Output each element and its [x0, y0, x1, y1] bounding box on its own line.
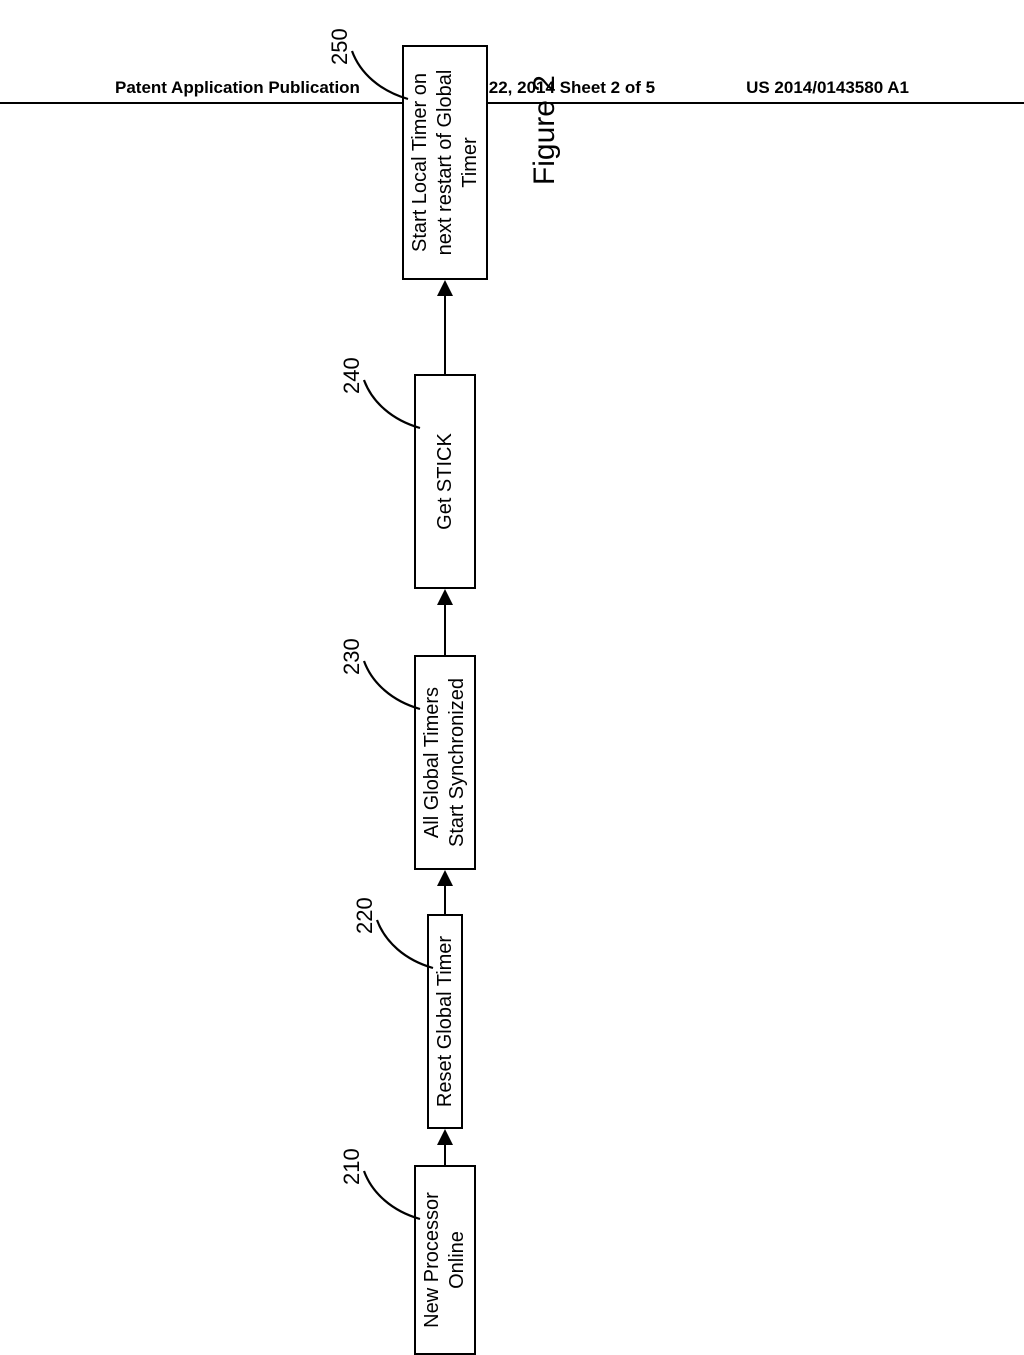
flow-arrow: [437, 589, 453, 655]
flow-box-label: Get STICK: [433, 433, 458, 530]
flow-box-label: Start Local Timer onnext restart of Glob…: [408, 70, 483, 256]
callout-label: 240: [338, 357, 366, 394]
flow-box-label: Reset Global Timer: [433, 936, 458, 1107]
flow-box-label: All Global TimersStart Synchronized: [420, 678, 470, 847]
flow-box-b240: Get STICK240: [414, 374, 476, 589]
flow-arrow: [437, 280, 453, 374]
flow-box-b210: New ProcessorOnline210: [414, 1165, 476, 1355]
flow-box-b220: Reset Global Timer220: [427, 914, 463, 1129]
flow-box-b230: All Global TimersStart Synchronized230: [414, 655, 476, 870]
figure-area: New ProcessorOnline210Reset Global Timer…: [0, 0, 1024, 1320]
flowchart-rotated: New ProcessorOnline210 Reset Global Timer…: [402, 45, 488, 1355]
flow-arrow: [437, 1129, 453, 1165]
callout-label: 210: [338, 1148, 366, 1185]
callout: 240: [344, 368, 422, 438]
page: Patent Application Publication May 22, 2…: [0, 0, 1024, 1320]
callout: 230: [344, 649, 422, 719]
callout: 250: [332, 39, 410, 109]
figure-title: Figure 2: [528, 75, 562, 185]
callout-label: 250: [326, 28, 354, 65]
callout: 210: [344, 1159, 422, 1229]
flow-box-label: New ProcessorOnline: [420, 1192, 470, 1328]
flow-box-b250: Start Local Timer onnext restart of Glob…: [402, 45, 488, 280]
callout-label: 230: [338, 638, 366, 675]
callout-label: 220: [351, 897, 379, 934]
callout: 220: [357, 908, 435, 978]
flowchart: New ProcessorOnline210 Reset Global Timer…: [402, 45, 488, 1355]
flow-arrow: [437, 870, 453, 914]
